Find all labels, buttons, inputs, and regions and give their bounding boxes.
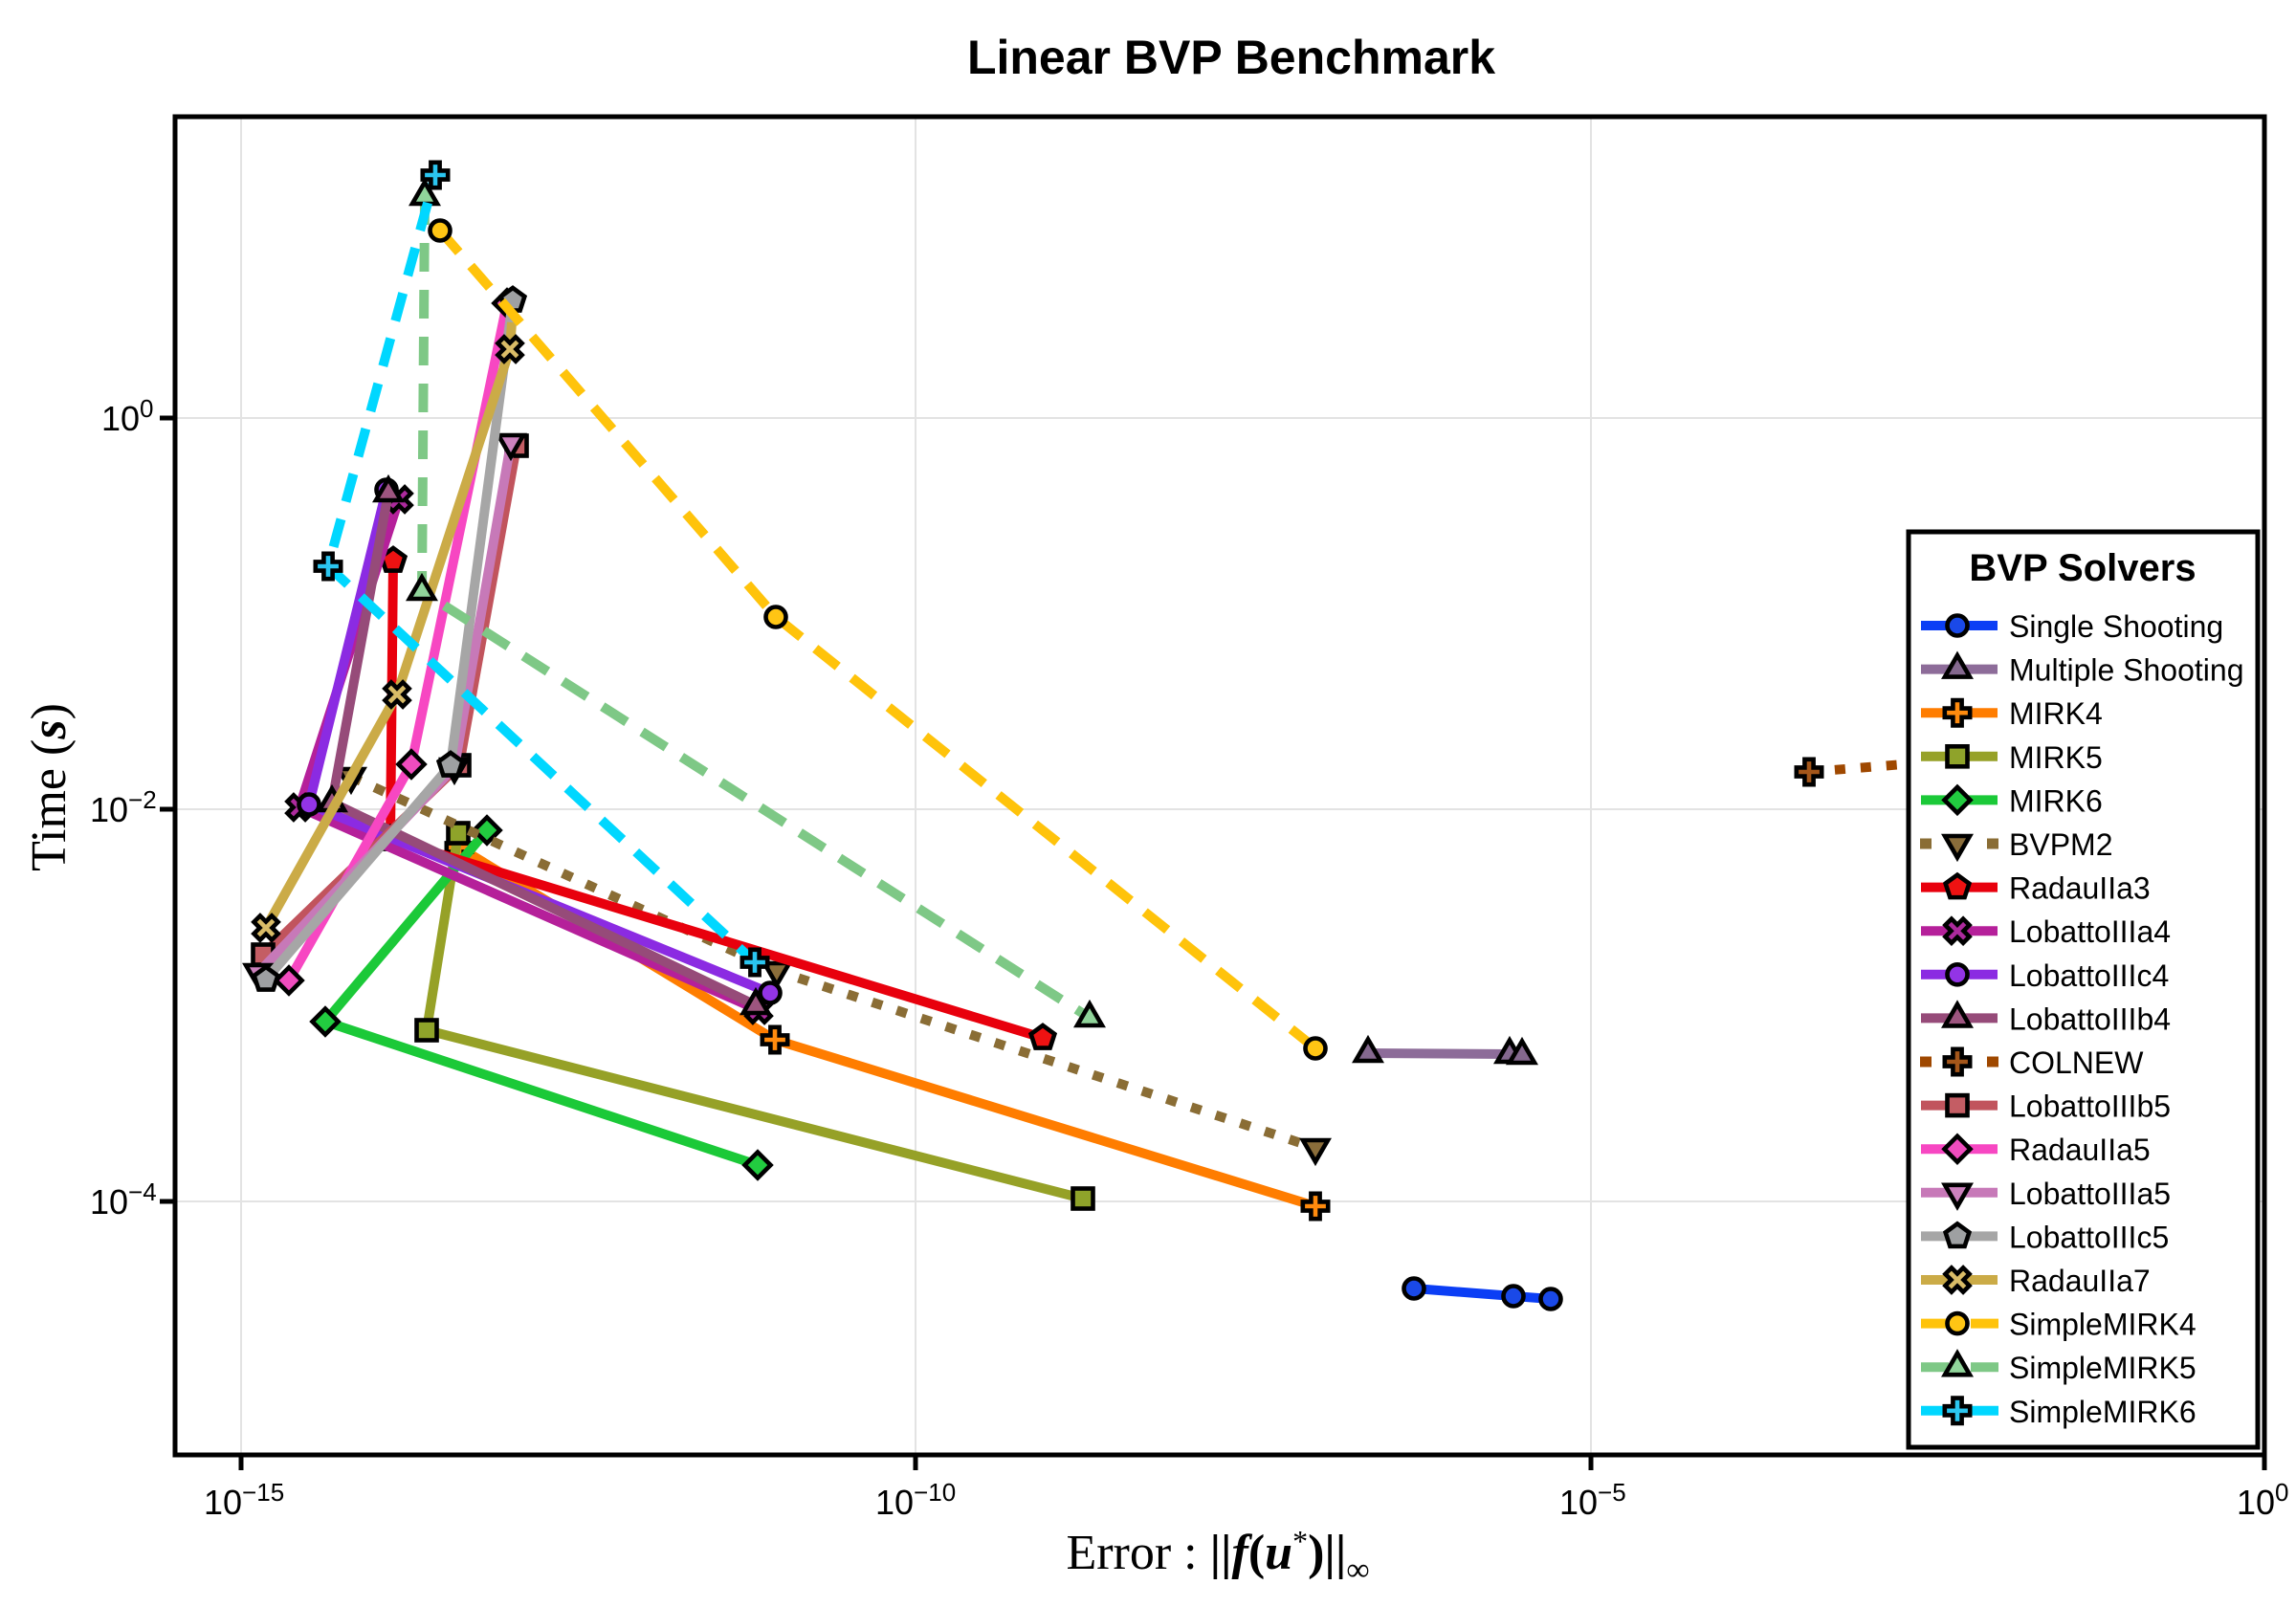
svg-text:LobattoIIIa5: LobattoIIIa5	[2009, 1177, 2171, 1211]
svg-text:COLNEW: COLNEW	[2009, 1046, 2144, 1080]
svg-text:SimpleMIRK6: SimpleMIRK6	[2009, 1395, 2197, 1429]
svg-text:LobattoIIIc4: LobattoIIIc4	[2009, 958, 2169, 993]
svg-text:LobattoIIIa4: LobattoIIIa4	[2009, 914, 2171, 949]
svg-text:RadauIIa5: RadauIIa5	[2009, 1133, 2151, 1167]
svg-text:BVPM2: BVPM2	[2009, 827, 2112, 862]
svg-text:Linear BVP Benchmark: Linear BVP Benchmark	[967, 31, 1495, 84]
svg-text:MIRK4: MIRK4	[2009, 696, 2103, 731]
svg-text:MIRK5: MIRK5	[2009, 740, 2103, 775]
svg-text:RadauIIa3: RadauIIa3	[2009, 871, 2151, 906]
svg-text:LobattoIIIb5: LobattoIIIb5	[2009, 1090, 2171, 1124]
svg-text:BVP Solvers: BVP Solvers	[1969, 547, 2196, 589]
svg-text:LobattoIIIc5: LobattoIIIc5	[2009, 1220, 2169, 1254]
svg-text:SimpleMIRK4: SimpleMIRK4	[2009, 1308, 2197, 1342]
svg-text:Error : ||f(u*)||∞: Error : ||f(u*)||∞	[1066, 1524, 1369, 1588]
svg-text:Time (s): Time (s)	[22, 703, 77, 871]
svg-text:Single Shooting: Single Shooting	[2009, 609, 2223, 644]
svg-text:RadauIIa7: RadauIIa7	[2009, 1264, 2151, 1298]
svg-text:SimpleMIRK5: SimpleMIRK5	[2009, 1351, 2197, 1385]
svg-text:Multiple Shooting: Multiple Shooting	[2009, 653, 2243, 688]
svg-text:LobattoIIIb4: LobattoIIIb4	[2009, 1002, 2171, 1036]
svg-text:MIRK6: MIRK6	[2009, 783, 2103, 818]
